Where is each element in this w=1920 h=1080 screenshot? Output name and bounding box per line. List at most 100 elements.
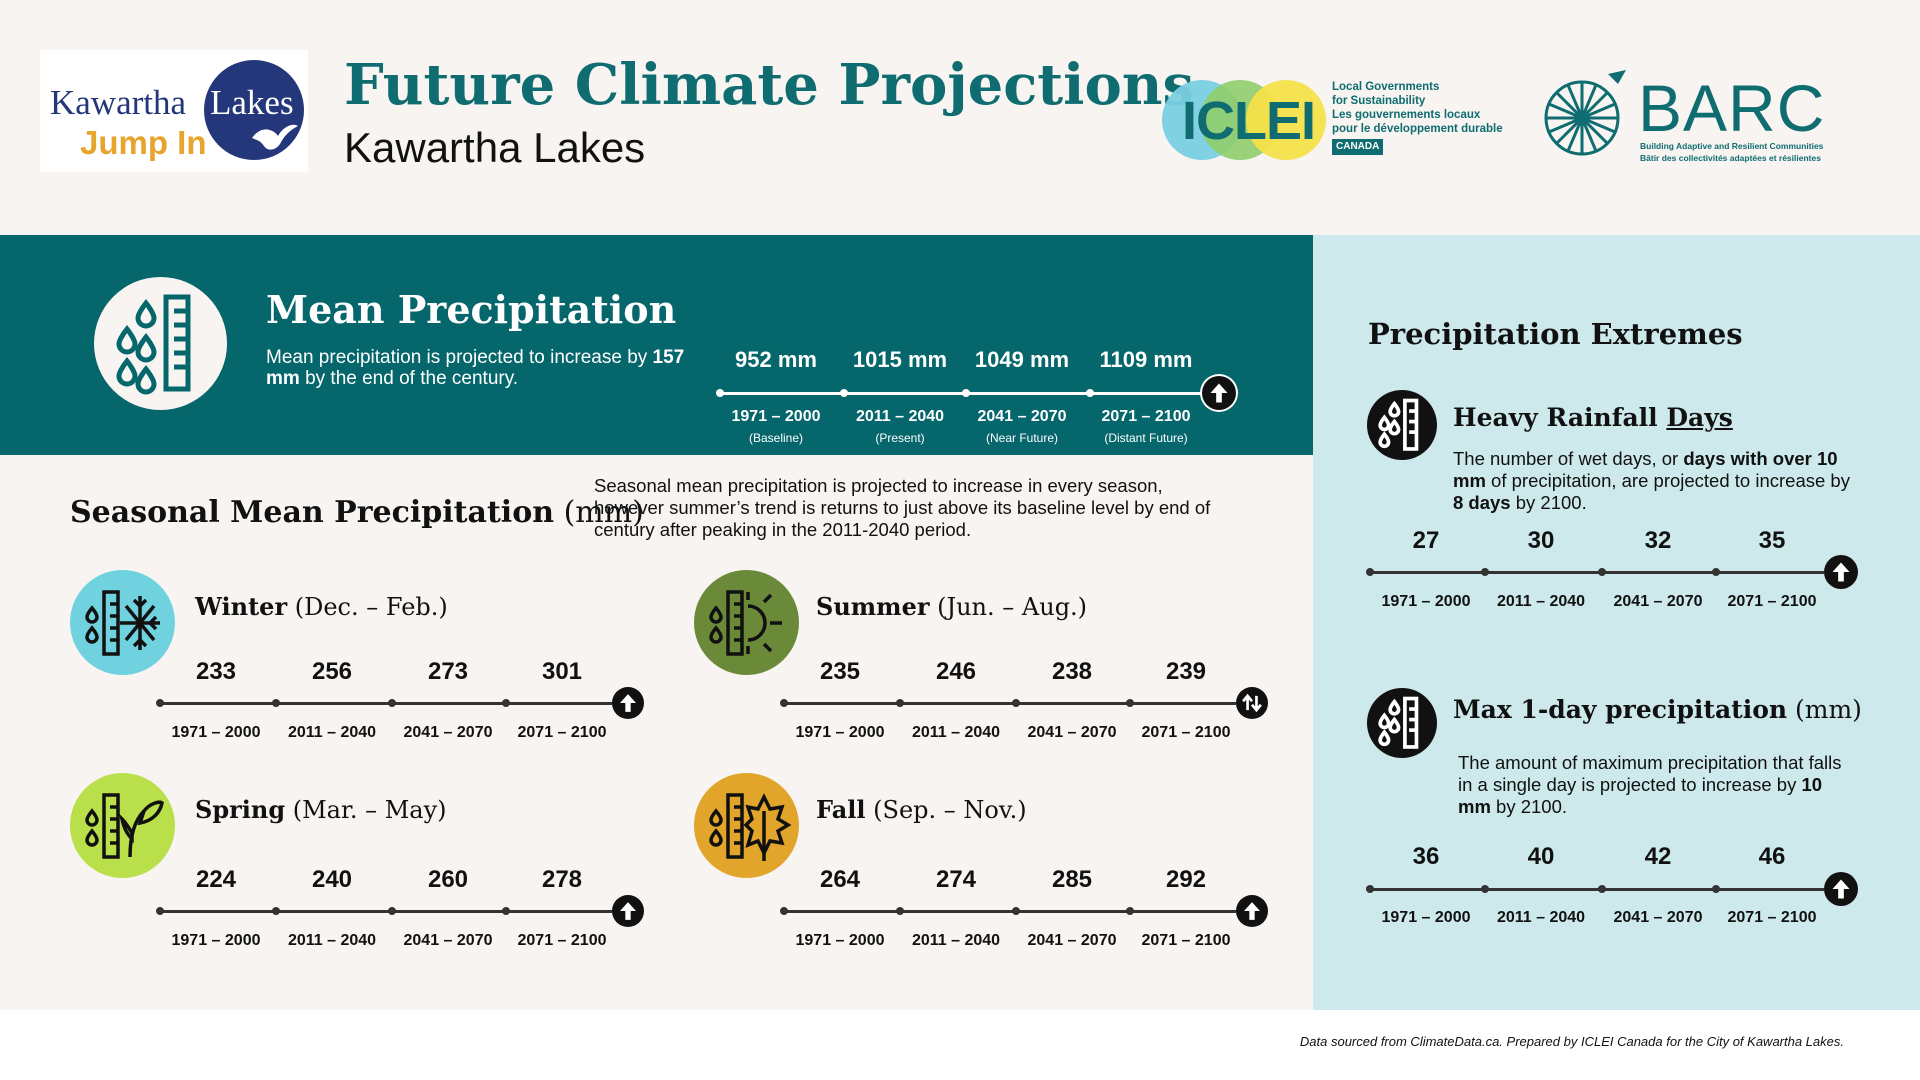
timeline-period: 2011 – 2040	[287, 932, 377, 949]
summer-range: (Jun. – Aug.)	[929, 593, 1088, 621]
timeline-period-note: (Baseline)	[748, 431, 804, 445]
timeline-period-note: (Distant Future)	[1104, 431, 1188, 445]
heavy-desc-text: of precipitation, are projected to incre…	[1485, 470, 1850, 491]
heavy-rainfall-timeline: 27 1971 – 2000 30 2011 – 2040 32 2041 – 2070 3…	[1366, 507, 1858, 610]
rain-gauge-icon-svg	[116, 294, 191, 395]
spring-timeline: 224 1971 – 2000 240 2011 – 2040 260 2041 – 20…	[156, 850, 644, 950]
footer-source-note: Data sourced from ClimateData.ca. Prepar…	[1299, 1034, 1844, 1049]
timeline-period: 1971 – 2000	[171, 932, 261, 949]
snowflake-gauge-icon-svg	[85, 590, 160, 656]
seasonal-title: Seasonal Mean Precipitation (mm)	[70, 495, 644, 530]
timeline-period: 2041 – 2070	[1613, 909, 1703, 926]
timeline-value: 301	[541, 658, 583, 685]
timeline-period: 2071 – 2100	[1141, 932, 1231, 949]
iclei-logo-circle	[1246, 80, 1326, 160]
timeline-period: 1971 – 2000	[171, 724, 261, 741]
timeline-dot	[1126, 907, 1134, 915]
iclei-logo: ICLEI Local Governments for Sustainabili…	[1162, 76, 1503, 166]
timeline-value: 42	[1644, 843, 1672, 870]
timeline-period: 2011 – 2040	[1496, 593, 1586, 610]
fall-range: (Sep. – Nov.)	[865, 796, 1027, 824]
timeline-period: 1971 – 2000	[731, 408, 821, 425]
arrow-up-icon	[1236, 895, 1268, 927]
heavy-desc-text: The number of wet days, or	[1453, 448, 1684, 469]
timeline-dot	[272, 699, 280, 707]
timeline-period: 2011 – 2040	[1496, 909, 1586, 926]
plant-gauge-icon-svg	[85, 793, 164, 859]
timeline-period: 2041 – 2070	[1027, 724, 1117, 741]
max-1day-heading-unit: (mm)	[1787, 695, 1862, 724]
timeline-period-note: (Near Future)	[985, 431, 1059, 445]
timeline-period: 1971 – 2000	[795, 932, 885, 949]
timeline-value: 224	[195, 866, 237, 893]
timeline-value: 292	[1165, 866, 1207, 893]
timeline-dot	[896, 907, 904, 915]
heavy-rainfall-heading-underlined: Days	[1666, 403, 1733, 432]
kl-logo-circle	[204, 60, 304, 160]
arrow-up-icon	[612, 895, 644, 927]
timeline-value: 239	[1165, 658, 1207, 685]
timeline-value: 40	[1527, 843, 1555, 870]
timeline-dot	[502, 699, 510, 707]
plant-gauge-icon	[70, 773, 175, 878]
mean-desc-bold: 157 mm	[266, 347, 685, 389]
iclei-logo-word: ICLEI	[1182, 91, 1316, 151]
seasonal-title-text: Seasonal Mean Precipitation	[70, 495, 555, 530]
max-desc-text: by 2100.	[1490, 796, 1568, 817]
arrow-up-down-icon	[1236, 687, 1268, 719]
timeline-dot	[502, 907, 510, 915]
timeline-period: 2041 – 2070	[1613, 593, 1703, 610]
timeline-value: 30	[1527, 527, 1555, 554]
timeline-period: 2011 – 2040	[911, 932, 1001, 949]
footer: Data sourced from ClimateData.ca. Prepar…	[0, 1010, 1920, 1080]
fall-heading: Fall (Sep. – Nov.)	[816, 795, 1027, 824]
timeline-value: 233	[195, 658, 237, 685]
extremes-title: Precipitation Extremes	[1368, 317, 1743, 351]
timeline-value: 274	[935, 866, 977, 893]
timeline-value: 1049 mm	[974, 347, 1070, 372]
rain-gauge-icon-svg	[1378, 696, 1419, 749]
timeline-period: 2041 – 2070	[977, 408, 1067, 425]
timeline-period-note: (Present)	[875, 431, 925, 445]
timeline-period: 2011 – 2040	[911, 724, 1001, 741]
timeline-dot	[840, 389, 848, 397]
barc-logo: BARC Building Adaptive and Resilient Com…	[1538, 62, 1824, 172]
seasonal-precipitation-section: Seasonal Mean Precipitation (mm) Seasona…	[0, 455, 1313, 1010]
timeline-dot	[388, 907, 396, 915]
timeline-period: 2071 – 2100	[1141, 724, 1231, 741]
fall-timeline: 264 1971 – 2000 274 2011 – 2040 285 2041 – 20…	[780, 850, 1268, 950]
barc-tag-1: Building Adaptive and Resilient Communit…	[1640, 141, 1824, 151]
header: Kawartha Lakes Jump In Future Climate Pr…	[0, 0, 1920, 235]
timeline-value: 46	[1758, 843, 1786, 870]
timeline-line	[784, 702, 1236, 705]
spring-range: (Mar. – May)	[285, 796, 447, 824]
sun-gauge-icon-svg	[709, 590, 782, 656]
timeline-period: 2071 – 2100	[517, 932, 607, 949]
timeline-line	[160, 910, 612, 913]
barc-logo-tagline: Building Adaptive and Resilient Communit…	[1640, 140, 1823, 164]
timeline-period: 2071 – 2100	[1727, 909, 1817, 926]
timeline-value: 246	[935, 658, 977, 685]
spring-name: Spring	[195, 795, 286, 824]
timeline-period: 2041 – 2070	[403, 724, 493, 741]
spring-heading: Spring (Mar. – May)	[195, 795, 447, 824]
heavy-desc-bold: 8 days	[1453, 492, 1511, 513]
timeline-value: 36	[1412, 843, 1440, 870]
timeline-value: 952 mm	[735, 347, 817, 372]
winter-range: (Dec. – Feb.)	[287, 593, 448, 621]
timeline-dot	[1481, 568, 1489, 576]
timeline-period: 2011 – 2040	[855, 408, 945, 425]
timeline-dot	[1012, 907, 1020, 915]
max-1day-timeline: 36 1971 – 2000 40 2011 – 2040 42 2041 – 2070 4…	[1366, 823, 1858, 926]
sun-gauge-icon	[694, 570, 799, 675]
timeline-line	[160, 702, 612, 705]
max-desc-bold: 10 mm	[1458, 774, 1823, 817]
timeline-dot	[780, 907, 788, 915]
timeline-value: 285	[1051, 866, 1093, 893]
timeline-value: 264	[819, 866, 861, 893]
timeline-line	[720, 392, 1202, 395]
mean-desc-text: Mean precipitation is projected to incre…	[266, 347, 653, 368]
iclei-line-1: Local Governments	[1332, 81, 1440, 93]
heavy-rainfall-description: The number of wet days, or days with ove…	[1453, 448, 1853, 514]
timeline-dot	[1481, 885, 1489, 893]
